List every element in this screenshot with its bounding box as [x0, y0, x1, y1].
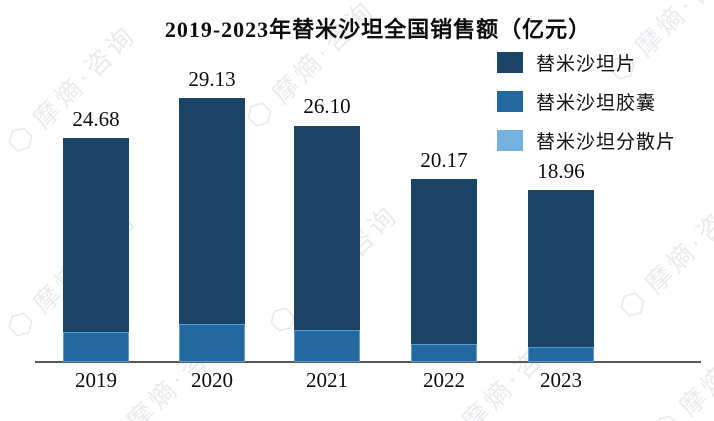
bar-2020	[179, 98, 245, 362]
bar-2022	[411, 179, 477, 362]
bar-segment-capsule	[411, 343, 477, 362]
bar-segment-capsule	[528, 346, 594, 362]
bar-segment-tablet	[179, 98, 245, 324]
legend-swatch-dispersible-icon	[497, 130, 523, 151]
legend-swatch-tablet-icon	[497, 52, 523, 73]
legend-label-dispersible: 替米沙坦分散片	[536, 132, 677, 153]
bar-segment-capsule	[63, 332, 129, 362]
bar-segment-tablet	[294, 125, 360, 331]
legend-swatch-capsule-icon	[497, 91, 523, 112]
bar-value-label: 24.68	[72, 107, 120, 132]
bar-segment-capsule	[294, 330, 360, 362]
legend-item-capsule: 替米沙坦胶囊	[497, 88, 676, 115]
legend-item-dispersible: 替米沙坦分散片	[497, 127, 676, 154]
bar-value-label: 18.96	[537, 159, 585, 184]
bar-segment-tablet	[63, 138, 129, 333]
bar-segment-capsule	[179, 323, 245, 362]
x-axis-label: 2022	[423, 368, 465, 392]
bar-segment-tablet	[528, 190, 594, 347]
chart-title: 2019-2023年替米沙坦全国销售额（亿元）	[164, 17, 592, 42]
x-axis-label: 2021	[306, 368, 348, 392]
legend-label-tablet: 替米沙坦片	[536, 54, 637, 75]
x-axis-label: 2019	[75, 368, 117, 392]
bar-value-label: 20.17	[420, 148, 468, 173]
bar-segment-tablet	[411, 179, 477, 344]
bar-2023	[528, 190, 594, 362]
bar-2019	[63, 138, 129, 362]
legend-label-capsule: 替米沙坦胶囊	[536, 93, 657, 114]
legend-item-tablet: 替米沙坦片	[497, 49, 676, 76]
x-axis-label: 2020	[191, 368, 233, 392]
bar-2021	[294, 125, 360, 362]
x-axis-label: 2023	[540, 368, 582, 392]
bar-value-label: 29.13	[188, 67, 236, 91]
bar-value-label: 26.10	[303, 94, 351, 119]
legend: 替米沙坦片 替米沙坦胶囊 替米沙坦分散片	[497, 49, 676, 154]
x-axis-line	[35, 361, 701, 363]
